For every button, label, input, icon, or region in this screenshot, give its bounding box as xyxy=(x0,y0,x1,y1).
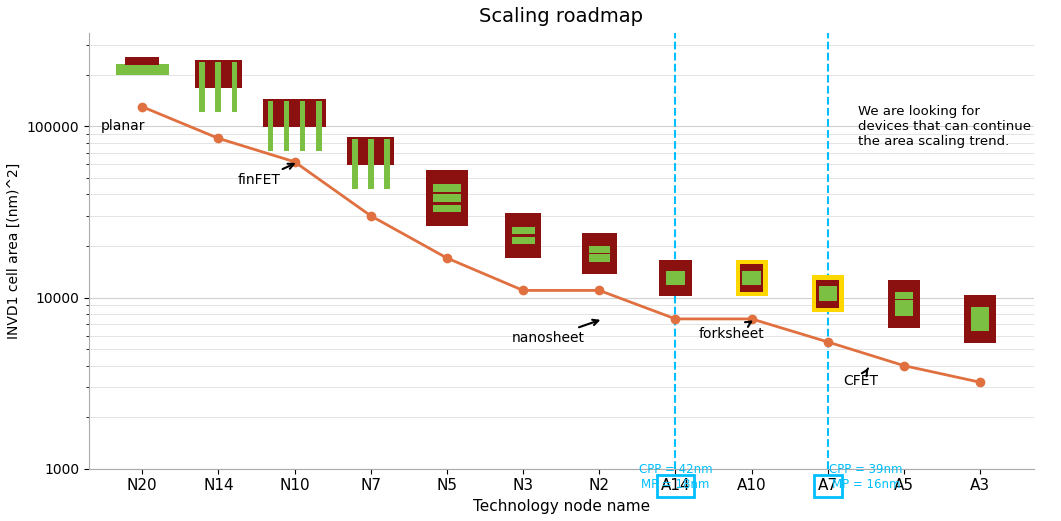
Bar xyxy=(894,308,914,316)
Text: CFET: CFET xyxy=(843,368,879,388)
Bar xyxy=(384,139,389,189)
Bar xyxy=(125,57,159,66)
Bar xyxy=(267,101,274,151)
Bar xyxy=(894,292,914,300)
Bar xyxy=(741,264,763,292)
X-axis label: Technology node name: Technology node name xyxy=(472,499,649,514)
Text: CPP = 42nm
MP = 18nm: CPP = 42nm MP = 18nm xyxy=(639,463,712,491)
Bar xyxy=(215,62,222,111)
Bar xyxy=(505,213,541,258)
Bar xyxy=(589,254,610,262)
Bar xyxy=(431,175,463,222)
Bar xyxy=(743,270,761,278)
Bar xyxy=(971,315,990,322)
Bar xyxy=(819,294,837,301)
Bar xyxy=(666,270,684,278)
Bar xyxy=(433,194,460,202)
Text: planar: planar xyxy=(101,119,144,133)
Bar xyxy=(587,238,612,270)
Bar xyxy=(812,276,843,313)
Text: We are looking for
devices that can continue
the area scaling trend.: We are looking for devices that can cont… xyxy=(858,105,1031,148)
Bar xyxy=(263,99,326,127)
Bar xyxy=(971,323,990,331)
Bar xyxy=(347,137,395,165)
Bar xyxy=(427,170,468,227)
Bar xyxy=(969,300,992,339)
Bar xyxy=(735,259,768,296)
Bar xyxy=(368,139,373,189)
Text: forksheet: forksheet xyxy=(698,321,764,341)
Bar xyxy=(299,101,306,151)
Y-axis label: INVD1 cell area [(nm)^2]: INVD1 cell area [(nm)^2] xyxy=(7,163,21,339)
Text: CPP = 39nm
MP = 16nm: CPP = 39nm MP = 16nm xyxy=(830,463,903,491)
Bar xyxy=(743,278,761,286)
Bar xyxy=(433,205,460,213)
Bar xyxy=(664,264,686,292)
Text: nanosheet: nanosheet xyxy=(511,320,598,345)
Bar xyxy=(352,139,358,189)
Bar xyxy=(971,307,990,315)
Bar xyxy=(433,184,460,192)
Bar xyxy=(819,287,837,294)
Bar xyxy=(659,259,692,296)
Bar xyxy=(816,280,839,308)
Bar xyxy=(283,101,290,151)
Bar xyxy=(582,233,616,275)
Bar xyxy=(892,284,916,323)
Bar xyxy=(666,278,684,286)
Bar xyxy=(195,59,242,88)
Bar xyxy=(199,62,205,111)
Bar xyxy=(509,217,537,254)
Bar xyxy=(894,300,914,307)
Bar xyxy=(316,101,321,151)
Bar xyxy=(888,280,920,328)
Bar xyxy=(589,245,610,253)
Title: Scaling roadmap: Scaling roadmap xyxy=(480,7,643,26)
Bar xyxy=(964,295,996,343)
Bar xyxy=(511,227,535,234)
Text: finFET: finFET xyxy=(238,164,294,187)
Bar xyxy=(511,237,535,244)
Bar xyxy=(116,64,169,75)
Bar xyxy=(231,62,238,111)
